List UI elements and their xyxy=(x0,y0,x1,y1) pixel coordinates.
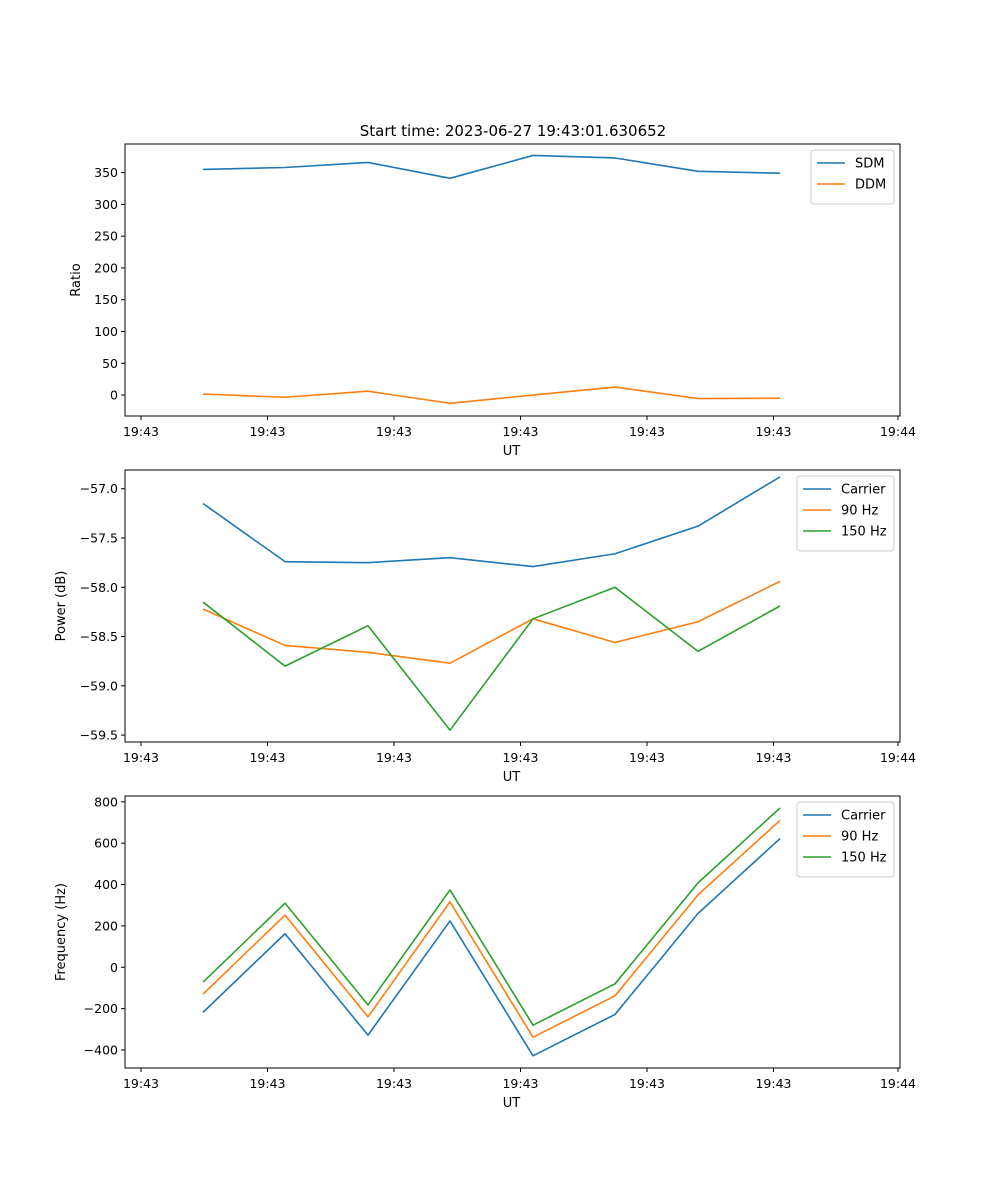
x-axis-label: UT xyxy=(503,1096,521,1111)
legend-label: 90 Hz xyxy=(841,504,878,519)
y-tick-label: 0 xyxy=(110,388,118,403)
y-tick-label: −59.0 xyxy=(80,678,118,693)
x-tick-label: 19:43 xyxy=(502,750,538,765)
legend: Carrier 90 Hz 150 Hz xyxy=(796,801,895,878)
y-tick-label: −57.5 xyxy=(80,531,118,546)
plots: 19:43 19:43 19:43 19:43 19:43 19:43 19:44 0 50 10… xyxy=(54,143,916,1111)
x-tick-label: 19:43 xyxy=(629,1076,665,1091)
x-tick-label: 19:43 xyxy=(502,424,538,439)
y-axis-label: Frequency (Hz) xyxy=(54,883,69,981)
y-tick-label: 0 xyxy=(110,960,118,975)
legend-label: Carrier xyxy=(841,483,886,498)
y-tick-label: 600 xyxy=(94,836,118,851)
legend-label: DDM xyxy=(855,178,886,193)
series-line-carrier xyxy=(202,476,781,568)
series-line-150-hz xyxy=(202,807,781,1026)
y-tick-label: 400 xyxy=(94,877,118,892)
x-tick-label: 19:43 xyxy=(249,750,285,765)
x-tick-label: 19:43 xyxy=(755,1076,791,1091)
chart-panel-2: 19:43 19:43 19:43 19:43 19:43 19:43 19:44 −57.0… xyxy=(54,469,916,785)
series-line-carrier xyxy=(202,838,781,1057)
axes-frame xyxy=(124,469,901,743)
y-tick-label: 350 xyxy=(94,165,118,180)
x-tick-label: 19:43 xyxy=(376,1076,412,1091)
x-tick-label: 19:43 xyxy=(755,750,791,765)
chart-panel-3: 19:43 19:43 19:43 19:43 19:43 19:43 19:44 −400 −… xyxy=(54,794,916,1111)
x-tick-label: 19:44 xyxy=(880,1076,916,1091)
legend-label: 150 Hz xyxy=(841,525,887,540)
y-axis-label: Ratio xyxy=(69,263,84,296)
x-tick-label: 19:43 xyxy=(123,1076,159,1091)
y-tick-label: 50 xyxy=(102,356,118,371)
x-tick-label: 19:43 xyxy=(376,750,412,765)
y-tick-label: 250 xyxy=(94,229,118,244)
series-line-ddm xyxy=(202,386,781,405)
y-tick-label: 100 xyxy=(94,324,118,339)
y-axis-label: Power (dB) xyxy=(54,571,69,642)
y-tick-label: 200 xyxy=(94,260,118,275)
x-tick-label: 19:44 xyxy=(880,424,916,439)
legend: Carrier 90 Hz 150 Hz xyxy=(796,475,895,552)
y-tick-label: −400 xyxy=(84,1043,118,1058)
y-tick-label: 200 xyxy=(94,918,118,933)
legend-box xyxy=(796,801,895,878)
y-tick-label: 150 xyxy=(94,292,118,307)
axes-frame xyxy=(124,795,901,1069)
legend-label: 90 Hz xyxy=(841,830,878,845)
x-tick-label: 19:43 xyxy=(123,424,159,439)
x-tick-label: 19:43 xyxy=(629,424,665,439)
x-axis-label: UT xyxy=(503,444,521,459)
x-tick-label: 19:43 xyxy=(629,750,665,765)
y-tick-label: −58.0 xyxy=(80,580,118,595)
y-tick-label: 800 xyxy=(94,794,118,809)
y-tick-label: 300 xyxy=(94,197,118,212)
x-tick-label: 19:43 xyxy=(249,1076,285,1091)
x-tick-label: 19:43 xyxy=(249,424,285,439)
x-axis-label: UT xyxy=(503,770,521,785)
series-line-90-hz xyxy=(202,580,781,664)
legend: SDM DDM xyxy=(810,149,895,205)
legend-label: Carrier xyxy=(841,809,886,824)
x-tick-label: 19:43 xyxy=(755,424,791,439)
y-tick-label: −59.5 xyxy=(80,728,118,743)
x-tick-label: 19:43 xyxy=(502,1076,538,1091)
legend-label: SDM xyxy=(855,157,884,172)
y-tick-label: −57.0 xyxy=(80,481,118,496)
x-tick-label: 19:43 xyxy=(123,750,159,765)
figure-title: Start time: 2023-06-27 19:43:01.630652 xyxy=(360,122,666,140)
legend-box xyxy=(796,475,895,552)
x-tick-label: 19:44 xyxy=(880,750,916,765)
axes-frame xyxy=(124,143,901,417)
y-tick-label: −200 xyxy=(84,1001,118,1016)
series-line-90-hz xyxy=(202,819,781,1038)
series-line-sdm xyxy=(202,154,781,180)
x-tick-label: 19:43 xyxy=(376,424,412,439)
series-line-150-hz xyxy=(202,586,781,731)
chart-panel-1: 19:43 19:43 19:43 19:43 19:43 19:43 19:44 0 50 10… xyxy=(69,143,916,459)
legend-label: 150 Hz xyxy=(841,851,887,866)
y-tick-label: −58.5 xyxy=(80,629,118,644)
